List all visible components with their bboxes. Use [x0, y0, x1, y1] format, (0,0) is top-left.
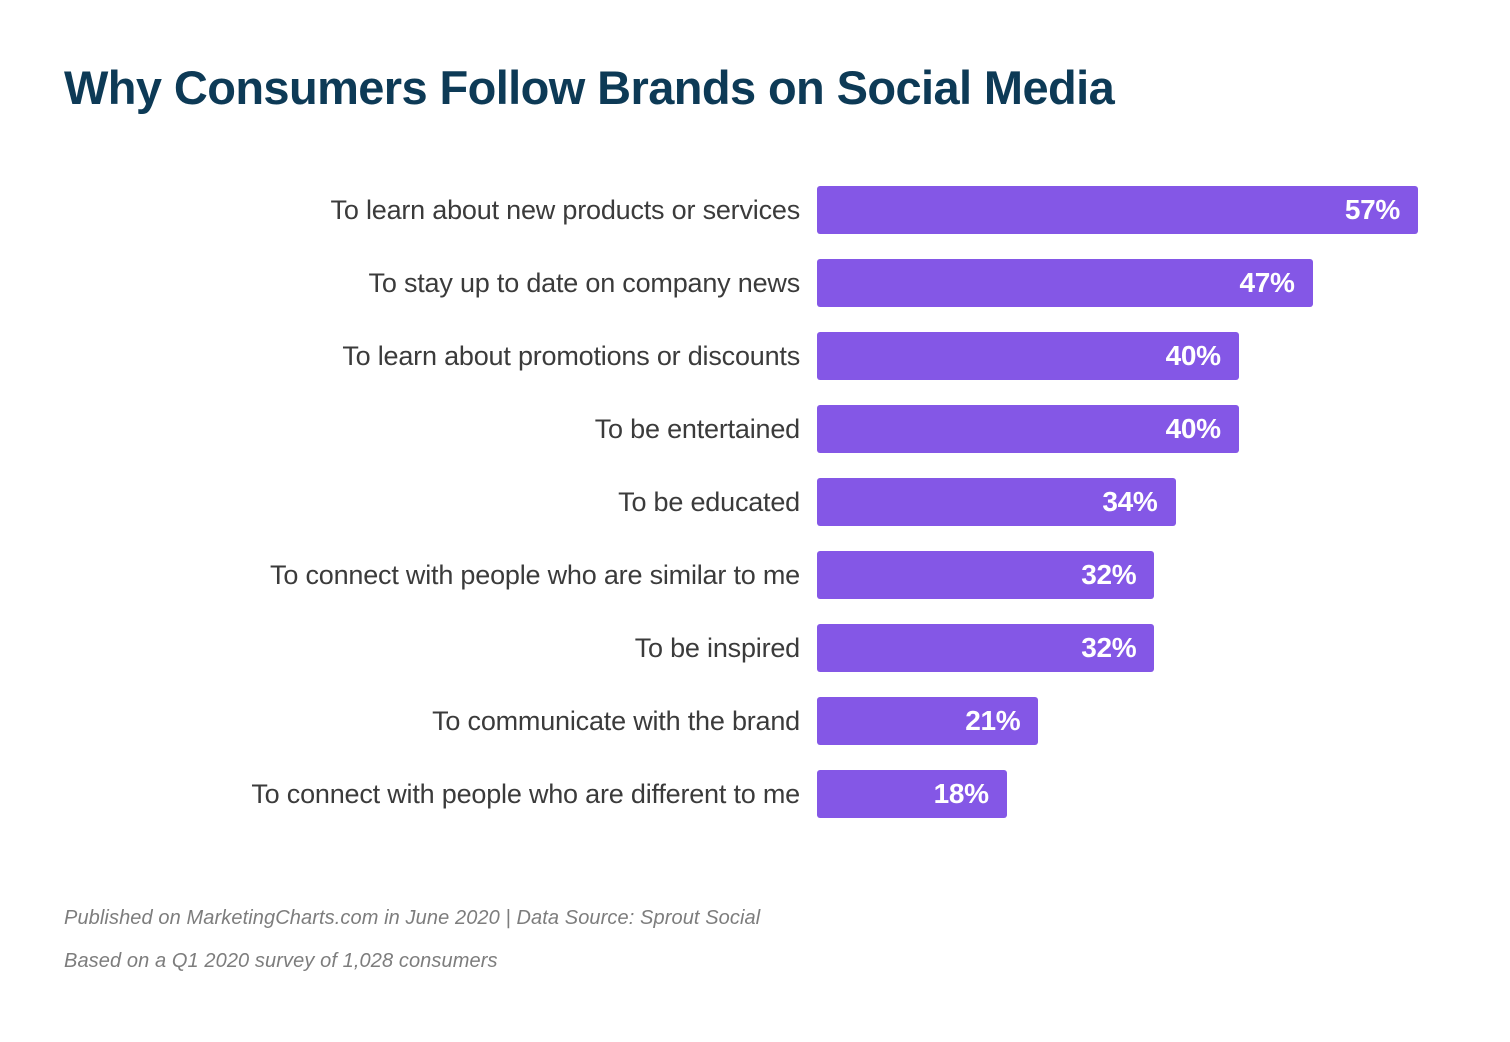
- bar-category-label: To communicate with the brand: [432, 706, 800, 736]
- bar-category-label: To learn about new products or services: [330, 195, 801, 225]
- bar: 40%: [817, 332, 1239, 380]
- bar-value-label: 18%: [933, 778, 989, 809]
- bar-chart-plot-area: To learn about new products or services …: [0, 186, 1510, 843]
- bar: 47%: [817, 259, 1313, 307]
- bar-value-label: 47%: [1239, 267, 1295, 298]
- page-title: Why Consumers Follow Brands on Social Me…: [64, 61, 1115, 114]
- bar-row: To be inspired 32%: [0, 624, 1510, 672]
- bar: 40%: [817, 405, 1239, 453]
- chart-footnotes: Published on MarketingCharts.com in June…: [64, 908, 1164, 971]
- bar-row: To learn about new products or services …: [0, 186, 1510, 234]
- bar-row: To stay up to date on company news 47%: [0, 259, 1510, 307]
- bar-row: To connect with people who are different…: [0, 770, 1510, 818]
- bar-category-label: To connect with people who are different…: [251, 779, 800, 809]
- bar-value-label: 57%: [1344, 194, 1400, 225]
- bar-category-label: To learn about promotions or discounts: [342, 341, 800, 371]
- bar: 32%: [817, 624, 1155, 672]
- footnote-basis: Based on a Q1 2020 survey of 1,028 consu…: [64, 950, 498, 972]
- bar: 18%: [817, 770, 1007, 818]
- bar-value-label: 21%: [965, 705, 1021, 736]
- bar-track: 34%: [817, 478, 1510, 526]
- bar-track: 18%: [817, 770, 1510, 818]
- bar-category-label: To be educated: [618, 487, 800, 517]
- bar-track: 32%: [817, 551, 1510, 599]
- bar-track: 40%: [817, 405, 1510, 453]
- bar-row: To learn about promotions or discounts 4…: [0, 332, 1510, 380]
- bar-track: 21%: [817, 697, 1510, 745]
- bar: 34%: [817, 478, 1176, 526]
- bar-track: 47%: [817, 259, 1510, 307]
- bar: 57%: [817, 186, 1418, 234]
- bar-value-label: 34%: [1102, 486, 1158, 517]
- bar-row: To be educated 34%: [0, 478, 1510, 526]
- bar-value-label: 40%: [1165, 413, 1221, 444]
- bar-category-label: To be entertained: [594, 414, 800, 444]
- footnote-source: Published on MarketingCharts.com in June…: [64, 907, 761, 929]
- bar-value-label: 32%: [1081, 559, 1137, 590]
- bar-track: 32%: [817, 624, 1510, 672]
- bar-category-label: To connect with people who are similar t…: [270, 560, 800, 590]
- bar-row: To connect with people who are similar t…: [0, 551, 1510, 599]
- bar-track: 57%: [817, 186, 1510, 234]
- bar: 21%: [817, 697, 1039, 745]
- bar-category-label: To be inspired: [634, 633, 801, 663]
- bar-track: 40%: [817, 332, 1510, 380]
- bar-row: To communicate with the brand 21%: [0, 697, 1510, 745]
- bar: 32%: [817, 551, 1155, 599]
- bar-category-label: To stay up to date on company news: [368, 268, 801, 298]
- bar-value-label: 40%: [1165, 340, 1221, 371]
- bar-value-label: 32%: [1081, 632, 1137, 663]
- bar-row: To be entertained 40%: [0, 405, 1510, 453]
